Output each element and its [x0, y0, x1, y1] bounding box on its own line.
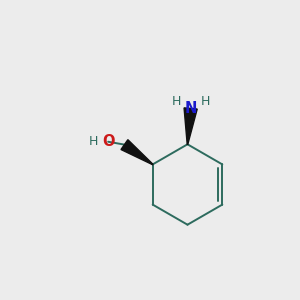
Polygon shape [121, 140, 153, 165]
Text: N: N [184, 101, 197, 116]
Text: H: H [172, 95, 181, 108]
Polygon shape [184, 108, 197, 144]
Text: H: H [89, 135, 98, 148]
Text: O: O [102, 134, 114, 149]
Text: H: H [200, 95, 210, 108]
